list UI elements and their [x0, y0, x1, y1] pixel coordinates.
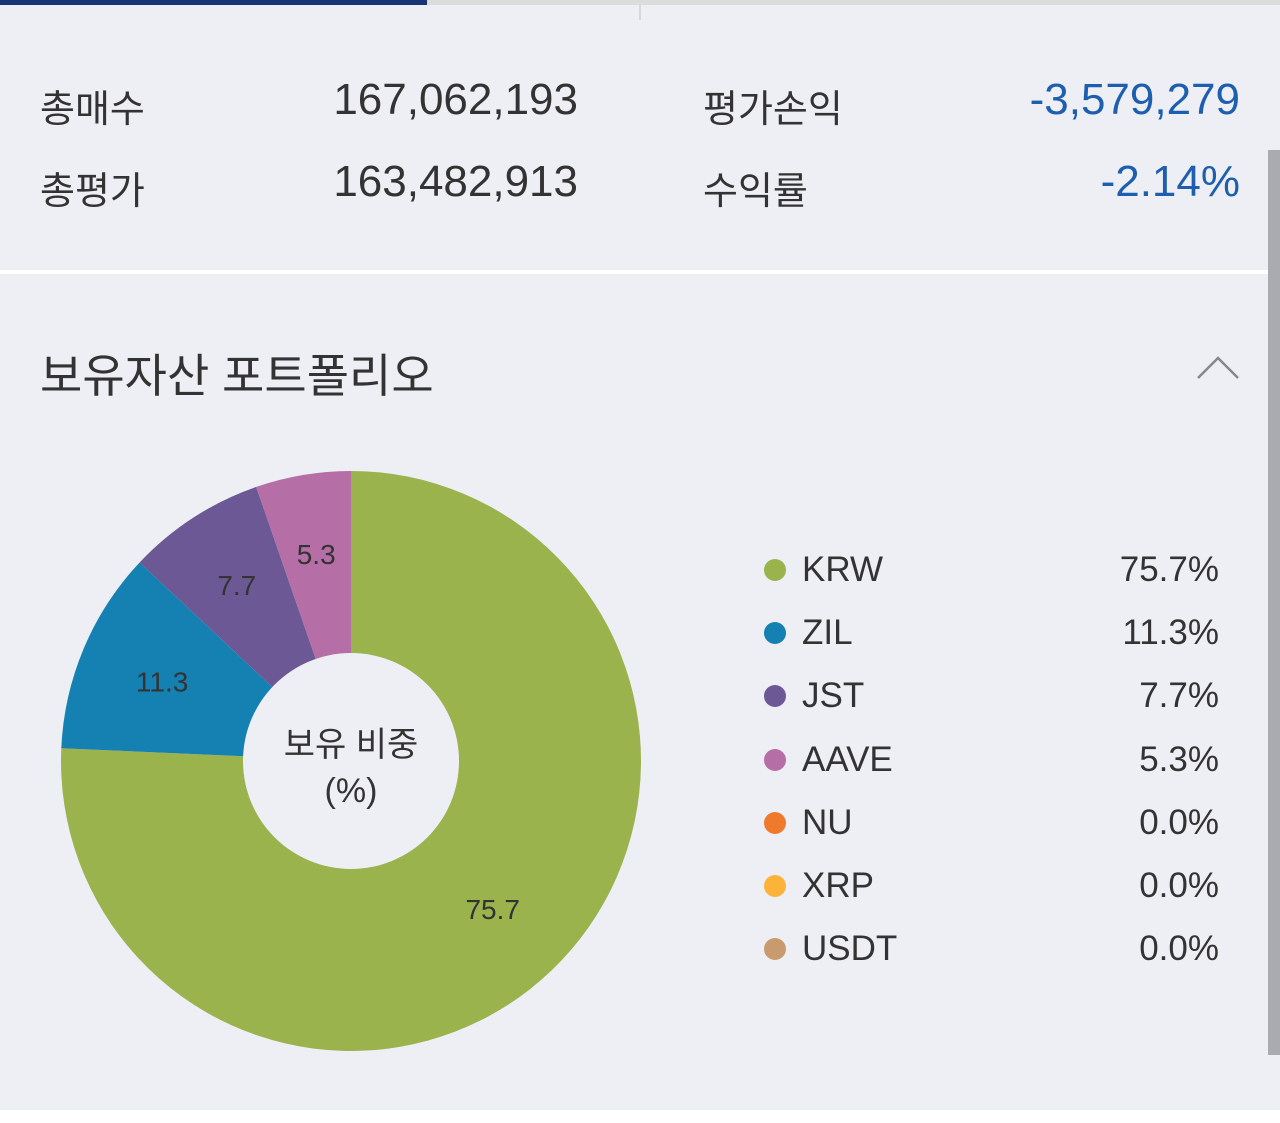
legend-dot-icon	[764, 811, 786, 834]
slice-label-krw: 75.7	[465, 894, 520, 925]
return-label: 수익률	[703, 171, 808, 213]
legend-value: 0.0%	[1139, 929, 1219, 969]
legend-name: AAVE	[802, 739, 893, 779]
tab-bar[interactable]	[0, 0, 1280, 5]
donut-hole	[243, 653, 459, 869]
legend-name: NU	[802, 802, 853, 842]
legend-dot-icon	[764, 621, 786, 644]
pnl-value: -3,579,279	[1029, 75, 1240, 124]
total-buy-label: 총매수	[40, 89, 145, 131]
legend-value: 0.0%	[1139, 866, 1219, 906]
scrollbar[interactable]	[1268, 150, 1280, 1055]
legend-dot-icon	[764, 558, 786, 581]
legend-item-aave[interactable]: AAVE 5.3%	[764, 728, 1219, 791]
total-buy-value: 167,062,193	[333, 75, 578, 124]
legend-dot-icon	[764, 748, 786, 771]
legend-dot-icon	[764, 875, 786, 898]
bottom-area	[0, 1110, 1280, 1123]
slice-label-aave: 5.3	[297, 539, 336, 570]
legend-name: JST	[802, 676, 865, 716]
legend-item-nu[interactable]: NU 0.0%	[764, 791, 1219, 854]
chevron-up-icon[interactable]	[1196, 352, 1240, 382]
legend-value: 0.0%	[1139, 802, 1219, 842]
section-divider	[0, 270, 1280, 274]
slice-label-zil: 11.3	[136, 666, 188, 697]
center-label-line2: (%)	[325, 772, 378, 810]
legend-item-jst[interactable]: JST 7.7%	[764, 665, 1219, 728]
legend-name: KRW	[802, 549, 884, 589]
chart-legend: KRW 75.7% ZIL 11.3% JST 7.7% AAVE 5.3% NU 0.0% XRP…	[764, 538, 1219, 981]
legend-item-usdt[interactable]: USDT 0.0%	[764, 918, 1219, 981]
legend-item-zil[interactable]: ZIL 11.3%	[764, 601, 1219, 664]
slice-label-jst: 7.7	[217, 570, 256, 601]
return-value: -2.14%	[1100, 157, 1240, 206]
legend-item-krw[interactable]: KRW 75.7%	[764, 538, 1219, 601]
active-tab-indicator[interactable]	[0, 0, 427, 5]
pnl-label: 평가손익	[703, 89, 843, 131]
legend-name: USDT	[802, 929, 898, 969]
portfolio-title: 보유자산 포트폴리오	[40, 350, 434, 402]
legend-value: 75.7%	[1119, 549, 1219, 589]
center-label-line1: 보유 비중	[284, 726, 419, 764]
legend-name: XRP	[802, 866, 874, 906]
tab-divider	[639, 5, 641, 20]
legend-value: 11.3%	[1122, 612, 1219, 652]
legend-item-xrp[interactable]: XRP 0.0%	[764, 854, 1219, 917]
legend-value: 7.7%	[1139, 676, 1219, 716]
legend-dot-icon	[764, 938, 786, 961]
legend-name: ZIL	[802, 612, 853, 652]
portfolio-donut-chart: 보유 비중 (%) 75.7 11.3 7.7 5.3	[61, 471, 642, 1051]
total-eval-label: 총평가	[40, 171, 145, 213]
legend-dot-icon	[764, 685, 786, 708]
total-eval-value: 163,482,913	[333, 157, 578, 206]
legend-value: 5.3%	[1139, 739, 1219, 779]
